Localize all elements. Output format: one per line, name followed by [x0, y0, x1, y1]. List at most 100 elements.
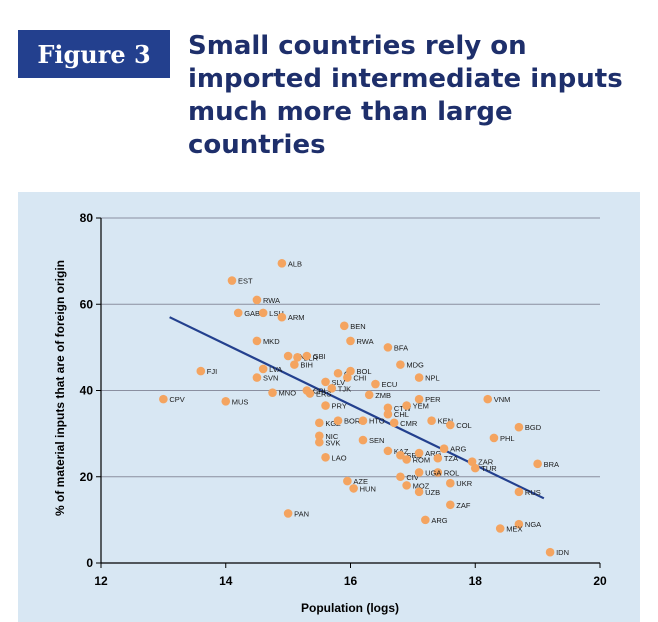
data-point-39 — [358, 416, 368, 425]
data-point-71 — [495, 524, 505, 533]
data-point-61 — [343, 476, 352, 486]
data-point-68 — [283, 509, 293, 518]
data-point-66 — [514, 487, 524, 497]
data-point-51 — [414, 448, 424, 458]
data-point-13 — [290, 360, 299, 369]
point-label-38: BOR — [344, 417, 361, 426]
data-point-29 — [159, 394, 168, 404]
data-point-41 — [427, 416, 436, 425]
point-label-5: ARM — [288, 313, 305, 322]
y-axis-label: % of material inputs that are of foreign… — [53, 260, 67, 516]
data-point-17 — [252, 373, 262, 382]
tick-labels: 0 20 40 60 80 12 14 16 18 20 — [80, 211, 607, 588]
point-label-17: SVN — [263, 374, 278, 383]
point-label-41: KEN — [438, 417, 453, 426]
data-point-19 — [346, 366, 355, 376]
data-point-21 — [414, 373, 424, 382]
x-tick-label-3: 18 — [469, 574, 483, 588]
point-label-72: IDN — [556, 548, 569, 557]
data-point-54 — [321, 453, 330, 462]
data-point-30 — [221, 396, 231, 406]
data-point-7 — [252, 336, 262, 346]
data-point-46 — [358, 435, 368, 445]
data-point-10 — [283, 351, 293, 361]
x-tick-label-2: 16 — [344, 574, 358, 588]
data-point-31 — [414, 394, 424, 404]
point-label-67: ZAF — [456, 501, 471, 510]
y-tick-label-4: 80 — [80, 211, 94, 225]
data-point-56 — [533, 459, 542, 469]
point-label-29: CPV — [169, 395, 184, 404]
data-point-18 — [333, 368, 343, 378]
data-point-38 — [333, 416, 343, 425]
point-label-44: NIC — [325, 432, 339, 441]
point-label-37: KGZ — [325, 419, 341, 428]
point-label-19: BOL — [357, 367, 372, 376]
data-point-48 — [383, 446, 393, 456]
point-label-47: PHL — [500, 434, 515, 443]
point-label-69: ARG — [431, 516, 447, 525]
point-label-71: MEX — [506, 525, 522, 534]
data-point-33 — [321, 401, 330, 410]
point-label-6: BEN — [350, 322, 365, 331]
data-point-58 — [433, 468, 443, 477]
point-label-3: GAB — [244, 309, 260, 318]
point-label-7: MKD — [263, 337, 280, 346]
point-label-55: ZAR — [478, 458, 494, 467]
point-label-23: ECU — [381, 380, 397, 389]
data-point-27 — [305, 389, 315, 398]
data-point-20 — [343, 373, 352, 382]
point-label-25: MNO — [279, 389, 297, 398]
point-label-50: SRB — [406, 451, 421, 460]
data-point-32 — [483, 394, 493, 404]
data-point-25 — [268, 388, 277, 397]
data-point-28 — [364, 390, 374, 400]
point-label-40: CMR — [400, 419, 418, 428]
data-point-42 — [446, 420, 455, 430]
x-tick-label-1: 14 — [219, 574, 233, 588]
point-label-11: BLR — [303, 353, 318, 362]
data-point-70 — [514, 519, 524, 529]
point-label-10: PNA — [294, 352, 309, 361]
point-label-60: UGA — [425, 468, 441, 477]
data-point-72 — [545, 547, 555, 557]
point-label-2: RWA — [263, 296, 280, 305]
data-point-37 — [315, 418, 324, 428]
data-point-49 — [439, 444, 449, 454]
data-point-15 — [196, 366, 206, 376]
data-point-3 — [233, 308, 243, 318]
data-point-11 — [293, 352, 302, 362]
point-label-8: RWA — [357, 337, 374, 346]
data-point-40 — [389, 418, 399, 428]
point-label-13: BIH — [300, 361, 313, 370]
point-label-35: YEM — [413, 402, 429, 411]
data-point-43 — [514, 422, 524, 432]
figure-label: Figure 3 — [18, 30, 170, 78]
point-label-66: RUS — [525, 488, 541, 497]
point-label-49: ARG — [450, 445, 466, 454]
point-label-30: MUS — [232, 397, 249, 406]
point-label-59: CIV — [406, 473, 419, 482]
figure-title: Small countries rely on imported interme… — [188, 30, 648, 162]
data-point-34 — [383, 403, 393, 413]
data-point-2 — [252, 295, 262, 305]
data-point-59 — [396, 472, 405, 482]
data-point-1 — [227, 276, 237, 285]
y-tick-label-2: 40 — [80, 384, 94, 398]
point-label-65: UZB — [425, 488, 440, 497]
data-point-45 — [315, 437, 324, 447]
point-label-31: PER — [425, 395, 441, 404]
data-point-47 — [489, 433, 499, 443]
point-label-64: HUN — [360, 484, 376, 493]
point-label-22: SLV — [332, 378, 346, 387]
point-label-39: HTO — [369, 417, 385, 426]
data-point-44 — [315, 431, 324, 441]
y-tick-label-0: 0 — [86, 556, 93, 570]
x-tick-label-0: 12 — [94, 574, 108, 588]
data-point-63 — [402, 481, 411, 490]
y-tick-label-3: 60 — [80, 297, 94, 311]
data-point-8 — [346, 336, 355, 346]
data-point-14 — [396, 360, 405, 369]
point-label-33: PRY — [332, 402, 347, 411]
point-label-0: ALB — [288, 259, 302, 268]
